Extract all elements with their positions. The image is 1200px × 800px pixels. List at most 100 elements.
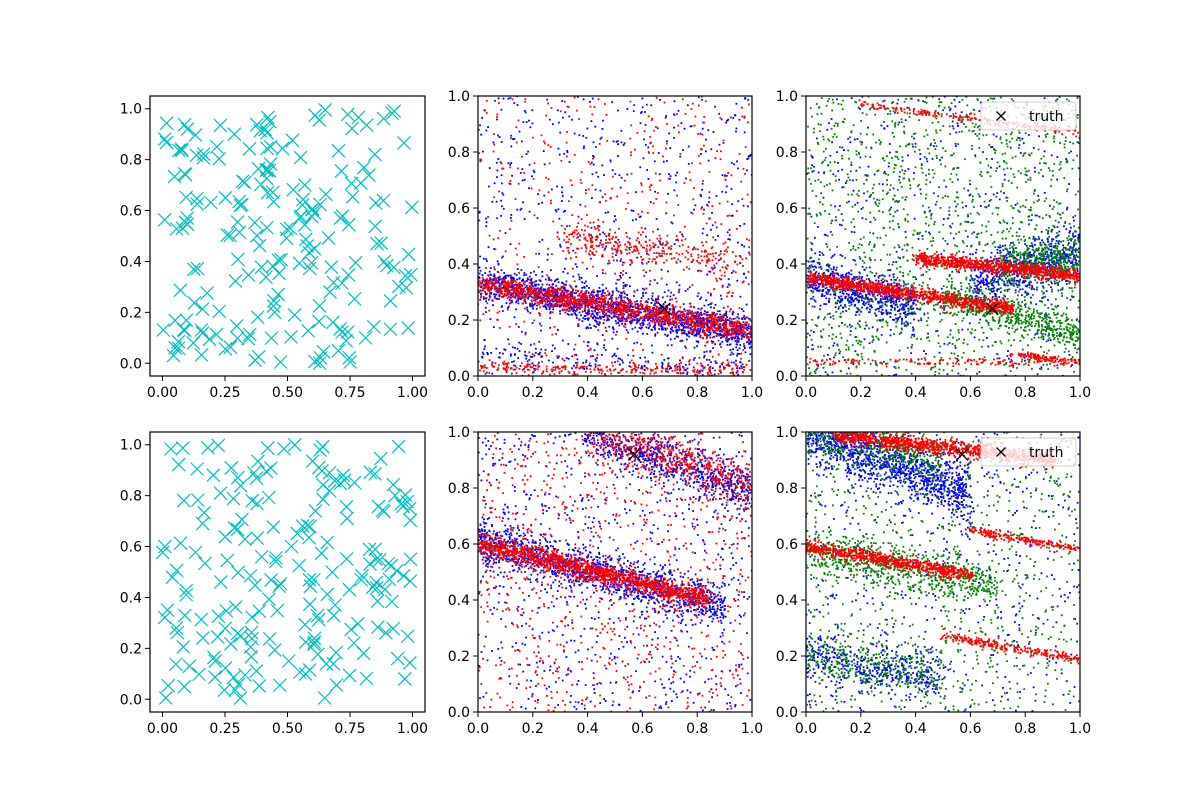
scatter-point xyxy=(567,302,570,304)
scatter-point xyxy=(637,213,640,216)
scatter-point xyxy=(556,236,559,238)
scatter-point xyxy=(723,274,726,277)
scatter-point xyxy=(698,321,701,324)
scatter-point xyxy=(686,104,689,107)
scatter-point xyxy=(524,354,526,357)
scatter-point xyxy=(585,367,588,370)
scatter-point xyxy=(493,273,496,276)
scatter-point xyxy=(739,344,742,346)
scatter-point xyxy=(741,244,743,246)
scatter-point xyxy=(376,193,391,208)
scatter-point xyxy=(648,313,651,316)
scatter-point xyxy=(518,368,521,370)
scatter-point xyxy=(664,323,667,325)
scatter-point xyxy=(666,315,669,318)
scatter-point xyxy=(598,323,601,325)
scatter-point xyxy=(510,145,513,148)
scatter-point xyxy=(588,299,591,301)
scatter-point xyxy=(566,151,569,154)
scatter-point xyxy=(740,325,743,328)
scatter-point xyxy=(656,298,659,301)
scatter-point xyxy=(681,318,684,321)
scatter-point xyxy=(616,300,619,303)
scatter-point xyxy=(568,225,571,227)
scatter-point xyxy=(533,270,535,273)
scatter-point xyxy=(507,162,510,165)
scatter-point xyxy=(707,270,710,273)
scatter-point xyxy=(726,264,729,267)
scatter-point xyxy=(667,177,670,180)
scatter-point xyxy=(326,275,341,290)
scatter-point xyxy=(621,323,624,325)
scatter-point xyxy=(643,246,645,249)
scatter-point xyxy=(525,296,527,299)
scatter-point xyxy=(621,368,623,371)
scatter-point xyxy=(589,105,592,108)
scatter-point xyxy=(609,197,612,200)
scatter-point xyxy=(609,160,612,163)
scatter-point xyxy=(696,295,699,298)
scatter-point xyxy=(602,310,604,313)
scatter-point xyxy=(567,310,570,312)
scatter-point xyxy=(537,193,539,195)
scatter-point xyxy=(274,252,289,267)
scatter-point xyxy=(723,332,725,335)
scatter-point xyxy=(688,309,691,312)
scatter-point xyxy=(725,267,728,270)
scatter-point xyxy=(684,318,686,321)
scatter-point xyxy=(620,314,623,317)
scatter-point xyxy=(634,148,636,151)
scatter-point xyxy=(601,269,604,271)
scatter-point xyxy=(629,302,632,305)
scatter-point xyxy=(662,320,665,323)
scatter-point xyxy=(649,188,652,191)
scatter-point xyxy=(698,325,701,328)
scatter-point xyxy=(595,360,598,363)
scatter-point xyxy=(700,195,702,198)
scatter-point xyxy=(356,160,371,175)
scatter-point xyxy=(598,300,601,303)
scatter-point xyxy=(630,359,633,362)
scatter-point xyxy=(604,313,607,316)
scatter-point xyxy=(496,260,499,263)
scatter-point xyxy=(227,127,242,142)
scatter-point xyxy=(560,294,563,297)
scatter-point xyxy=(546,98,549,101)
scatter-point xyxy=(529,365,532,368)
scatter-point xyxy=(688,318,690,320)
scatter-point xyxy=(587,161,590,163)
scatter-point xyxy=(654,334,657,337)
scatter-point xyxy=(520,288,522,291)
scatter-point xyxy=(598,287,601,289)
scatter-point xyxy=(551,304,553,307)
scatter-point xyxy=(668,246,671,249)
scatter-point xyxy=(599,242,602,244)
scatter-point xyxy=(692,321,695,324)
scatter-point xyxy=(484,272,487,274)
scatter-point xyxy=(642,157,645,160)
scatter-point xyxy=(635,315,638,317)
scatter-point xyxy=(538,189,541,192)
scatter-point xyxy=(580,314,582,317)
scatter-point xyxy=(519,209,522,211)
scatter-point xyxy=(537,353,540,356)
scatter-point xyxy=(368,219,383,234)
scatter-point xyxy=(517,326,520,328)
scatter-point xyxy=(502,277,504,280)
scatter-point xyxy=(713,330,716,333)
scatter-point xyxy=(666,142,668,145)
scatter-point xyxy=(563,152,566,155)
scatter-point xyxy=(561,194,564,197)
scatter-point xyxy=(539,300,541,303)
scatter-point xyxy=(701,241,703,244)
scatter-point xyxy=(741,106,743,109)
scatter-point xyxy=(619,244,622,247)
scatter-point xyxy=(591,173,594,176)
scatter-point xyxy=(271,287,286,302)
scatter-point xyxy=(605,287,608,290)
scatter-point xyxy=(699,327,702,330)
scatter-point xyxy=(671,320,674,323)
scatter-point xyxy=(685,319,688,322)
scatter-point xyxy=(584,280,587,283)
scatter-point xyxy=(670,248,672,250)
